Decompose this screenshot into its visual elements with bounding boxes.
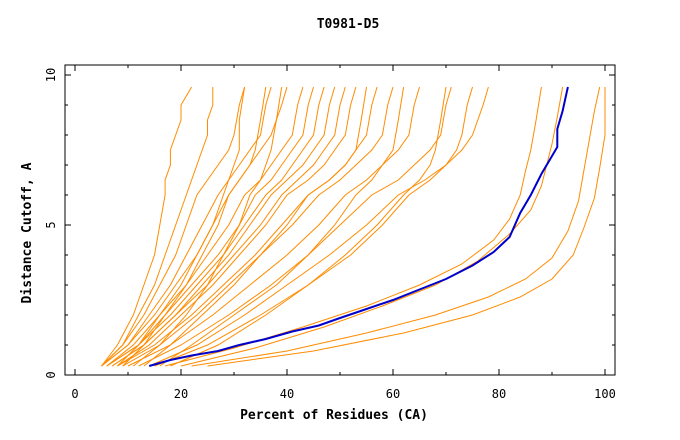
y-tick-label: 0 bbox=[44, 371, 58, 378]
series-line-3 bbox=[101, 86, 246, 367]
series-line-14 bbox=[127, 86, 420, 367]
highlight-series-line bbox=[148, 86, 569, 367]
highlight-series bbox=[148, 86, 569, 367]
series-line-20 bbox=[191, 86, 601, 367]
series-line-2 bbox=[101, 87, 214, 367]
series-line-13 bbox=[122, 86, 394, 367]
series-line-1 bbox=[101, 86, 193, 367]
series-line-8 bbox=[106, 86, 325, 367]
series-line-24 bbox=[143, 86, 367, 367]
y-tick-label: 10 bbox=[44, 68, 58, 82]
chart-title: T0981-D5 bbox=[317, 17, 380, 32]
x-axis: 0 20 40 60 80 100 bbox=[71, 65, 616, 401]
series-line-10 bbox=[111, 86, 346, 367]
series-line-11 bbox=[117, 86, 357, 367]
series-line-23 bbox=[132, 86, 283, 367]
y-axis: 0 5 10 bbox=[44, 68, 615, 379]
series-line-26 bbox=[170, 86, 447, 367]
series-line-9 bbox=[111, 86, 336, 367]
series-line-21 bbox=[207, 87, 606, 367]
x-tick-label: 0 bbox=[71, 387, 78, 401]
y-tick-label: 5 bbox=[44, 221, 58, 228]
x-tick-label: 80 bbox=[492, 387, 506, 401]
series-line-18 bbox=[164, 86, 542, 367]
x-axis-label: Percent of Residues (CA) bbox=[240, 408, 428, 423]
series-line-15 bbox=[138, 86, 452, 367]
series-line-19 bbox=[180, 86, 564, 367]
series-line-4 bbox=[101, 86, 272, 367]
x-tick-label: 20 bbox=[174, 387, 188, 401]
y-axis-label: Distance Cutoff, A bbox=[20, 162, 35, 303]
series-line-16 bbox=[148, 86, 489, 367]
series-lines bbox=[101, 86, 606, 367]
x-tick-label: 60 bbox=[386, 387, 400, 401]
x-tick-label: 40 bbox=[280, 387, 294, 401]
series-line-25 bbox=[159, 86, 405, 367]
x-tick-label: 100 bbox=[594, 387, 616, 401]
series-line-27 bbox=[117, 86, 246, 367]
series-line-17 bbox=[154, 86, 473, 367]
series-line-22 bbox=[122, 86, 267, 367]
